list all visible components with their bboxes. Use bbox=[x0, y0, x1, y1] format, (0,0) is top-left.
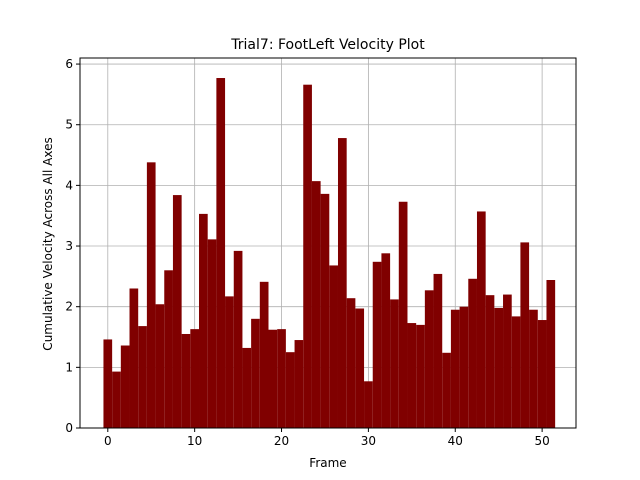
bar bbox=[311, 181, 321, 428]
bar bbox=[346, 298, 356, 428]
bar bbox=[537, 320, 547, 428]
bar bbox=[303, 84, 312, 428]
bar bbox=[390, 299, 399, 428]
x-tick-label: 10 bbox=[187, 434, 202, 448]
bar bbox=[129, 288, 139, 428]
bar bbox=[242, 347, 252, 428]
chart-title: Trial7: FootLeft Velocity Plot bbox=[230, 37, 425, 53]
bar bbox=[225, 296, 234, 428]
bar bbox=[433, 273, 443, 428]
bar bbox=[372, 261, 382, 428]
bar bbox=[155, 304, 165, 428]
bar bbox=[459, 306, 469, 428]
x-tick-label: 30 bbox=[361, 434, 376, 448]
bars bbox=[103, 78, 556, 429]
bar bbox=[207, 239, 217, 428]
y-tick-label: 4 bbox=[65, 178, 73, 192]
plot-frame bbox=[79, 57, 577, 429]
grid-lines bbox=[80, 58, 576, 429]
bar bbox=[120, 345, 130, 428]
bar bbox=[468, 278, 477, 428]
bar bbox=[398, 201, 408, 428]
y-ticks: 0 1 2 3 4 5 6 bbox=[65, 57, 80, 435]
x-tick-label: 40 bbox=[448, 434, 463, 448]
bar bbox=[485, 295, 495, 428]
y-axis-label: Cumulative Velocity Across All Axes bbox=[41, 137, 55, 350]
x-tick-label: 0 bbox=[104, 434, 112, 448]
x-tick-label: 50 bbox=[534, 434, 549, 448]
bar bbox=[442, 352, 451, 428]
bar bbox=[381, 253, 391, 428]
bar bbox=[103, 339, 113, 428]
bar bbox=[355, 308, 365, 428]
bar bbox=[233, 250, 243, 428]
bar bbox=[529, 309, 538, 428]
y-tick-label: 1 bbox=[65, 360, 73, 374]
y-tick-label: 3 bbox=[65, 239, 73, 253]
bar bbox=[138, 326, 147, 428]
axes bbox=[79, 57, 577, 429]
bar bbox=[199, 213, 208, 428]
y-tick-label: 2 bbox=[65, 300, 73, 314]
bar bbox=[259, 281, 269, 428]
y-tick-label: 0 bbox=[65, 421, 73, 435]
x-axis-label: Frame bbox=[309, 456, 346, 470]
bar bbox=[164, 270, 173, 428]
bar bbox=[190, 329, 200, 428]
bar bbox=[277, 329, 286, 428]
bar bbox=[216, 78, 226, 429]
y-tick-label: 6 bbox=[65, 57, 73, 71]
bar bbox=[407, 323, 417, 428]
bar bbox=[450, 309, 460, 428]
bar bbox=[424, 290, 434, 428]
bar bbox=[285, 352, 295, 428]
bar bbox=[476, 211, 486, 428]
bar bbox=[520, 242, 530, 428]
bar bbox=[416, 324, 425, 428]
x-ticks: 0 10 20 30 40 50 bbox=[104, 428, 550, 448]
bar bbox=[329, 265, 338, 428]
bar bbox=[172, 195, 182, 428]
bar bbox=[251, 318, 260, 428]
bar bbox=[146, 162, 156, 428]
bar bbox=[181, 333, 191, 428]
x-tick-label: 20 bbox=[274, 434, 289, 448]
y-tick-label: 5 bbox=[65, 118, 73, 132]
bar bbox=[320, 193, 330, 428]
bar bbox=[494, 307, 504, 428]
bar bbox=[546, 280, 556, 428]
bar bbox=[503, 294, 512, 428]
bar bbox=[112, 371, 121, 428]
bar bbox=[268, 329, 278, 428]
bar bbox=[337, 138, 347, 429]
bar bbox=[294, 340, 304, 428]
bar bbox=[364, 381, 373, 428]
bar bbox=[511, 316, 521, 428]
